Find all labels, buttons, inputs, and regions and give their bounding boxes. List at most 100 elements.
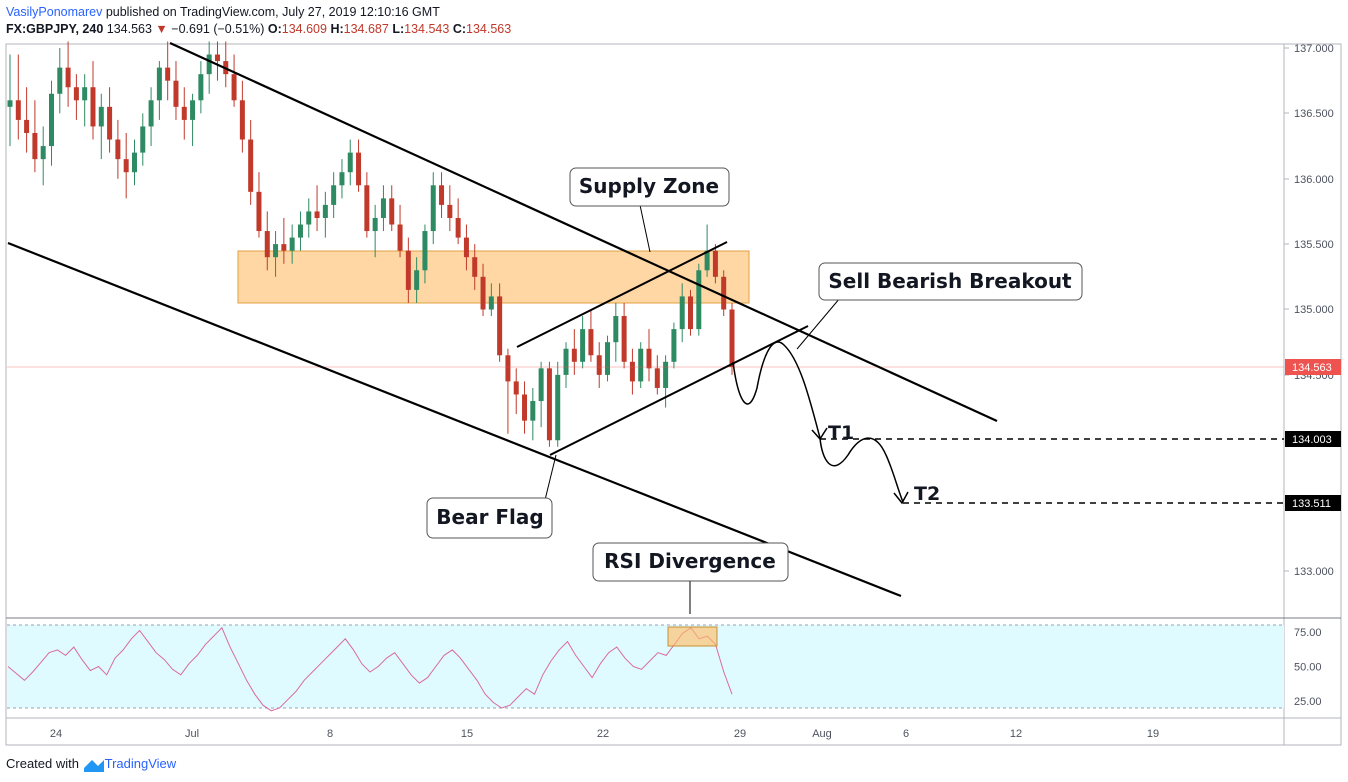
candle-body (123, 159, 129, 173)
t1-price-badge: 134.003 (1285, 431, 1341, 447)
candle-body (712, 250, 718, 277)
candle-body (289, 237, 295, 251)
chart-header: VasilyPonomarev published on TradingView… (6, 4, 511, 38)
candle (297, 211, 303, 251)
bear-flag-label: Bear Flag (436, 505, 543, 529)
candle-body (513, 381, 519, 395)
candle-body (190, 100, 196, 120)
tradingview-link[interactable]: TradingView (104, 756, 177, 771)
candle (414, 257, 420, 303)
candle (48, 80, 54, 166)
candle-body (15, 100, 21, 120)
open-value: 134.609 (281, 22, 327, 36)
candle (190, 93, 196, 147)
candle (439, 172, 445, 218)
rsi-band (7, 625, 1284, 708)
tradingview-logo-icon (84, 760, 104, 772)
candle-body (181, 106, 187, 120)
candle-body (73, 87, 79, 101)
candle (65, 41, 71, 107)
candle-body (414, 270, 420, 290)
candle (15, 54, 21, 140)
supply-zone-box (237, 250, 750, 304)
candle-body (472, 257, 478, 277)
candle-body (148, 100, 154, 127)
candle-body (588, 329, 594, 356)
time-tick-label: 6 (903, 728, 909, 740)
candle (115, 119, 121, 179)
candle-body (646, 348, 652, 369)
chart-footer: Created with TradingView (6, 756, 176, 771)
candle (555, 361, 561, 447)
candle (522, 381, 528, 434)
candle (90, 61, 96, 140)
candle (629, 348, 635, 395)
candle-body (173, 80, 179, 107)
candle-body (107, 106, 113, 140)
callout-sell-breakout[interactable]: Sell Bearish Breakout (796, 262, 1083, 350)
channel-upper-trendline[interactable] (169, 41, 998, 423)
candle (273, 231, 279, 277)
candle (248, 119, 254, 205)
sell-breakout-label: Sell Bearish Breakout (828, 269, 1072, 293)
callout-rsi-divergence[interactable]: RSI Divergence (592, 542, 789, 614)
candle-body (231, 74, 237, 101)
candle (721, 270, 727, 317)
high-label: H: (330, 22, 344, 36)
candle-body (356, 152, 362, 186)
candle (679, 283, 685, 343)
time-tick-label: 24 (50, 728, 62, 740)
time-axis[interactable]: 24 Jul 8 15 22 29 Aug 6 12 19 (50, 728, 1159, 740)
candle (173, 61, 179, 120)
t2-price-badge: 133.511 (1285, 495, 1341, 511)
candle-body (98, 106, 104, 127)
author-link[interactable]: VasilyPonomarev (6, 5, 103, 19)
candle (580, 316, 586, 369)
price-tick-label: 136.000 (1294, 174, 1334, 186)
candle-body (331, 185, 337, 205)
candle-body (165, 67, 171, 81)
candle-body (65, 67, 71, 88)
candle (347, 139, 353, 186)
candle (530, 387, 536, 441)
channel-lower-trendline[interactable] (7, 241, 902, 598)
candle-body (422, 231, 428, 271)
candle (331, 172, 337, 218)
current-price-badge: 134.563 (1285, 359, 1341, 375)
candle (480, 263, 486, 317)
price-tick-label: 135.500 (1294, 239, 1334, 251)
candle-body (306, 211, 312, 225)
candle-body (538, 368, 544, 402)
projection-path (732, 341, 904, 503)
candle (563, 342, 569, 388)
candle-body (447, 204, 453, 218)
candle (264, 211, 270, 271)
flag-upper-line[interactable] (516, 241, 728, 348)
rsi-axis[interactable]: 75.00 50.00 25.00 (1294, 627, 1322, 708)
candle-body (48, 93, 54, 147)
candle (231, 54, 237, 107)
time-tick-label: 29 (734, 728, 746, 740)
candle-body (264, 231, 270, 258)
candle (165, 41, 171, 101)
chart-frame (5, 43, 1342, 746)
candle-body (530, 401, 536, 421)
callout-bear-flag[interactable]: Bear Flag (426, 454, 557, 539)
candle (356, 139, 362, 192)
candle (505, 348, 511, 434)
candle-body (629, 361, 635, 382)
price-axis[interactable]: 137.000 136.500 136.000 135.500 135.000 134.5… (1284, 43, 1334, 578)
candle (663, 355, 669, 408)
callout-box (818, 262, 1083, 301)
callout-box (592, 542, 789, 582)
change-arrow-icon: ▼ (155, 22, 168, 36)
candle (688, 289, 694, 336)
price-tick-label: 136.500 (1294, 108, 1334, 120)
candle-body (206, 54, 212, 75)
price-tick-label: 137.000 (1294, 43, 1334, 55)
rsi-divergence-label: RSI Divergence (604, 549, 776, 573)
callout-supply-zone[interactable]: Supply Zone (569, 167, 730, 253)
flag-lower-line[interactable] (549, 325, 809, 456)
candle (472, 244, 478, 290)
